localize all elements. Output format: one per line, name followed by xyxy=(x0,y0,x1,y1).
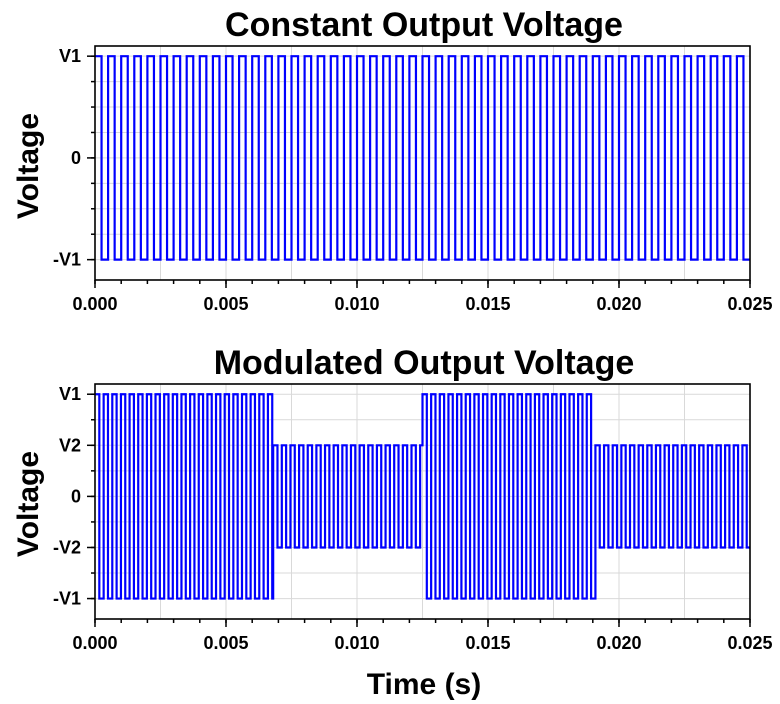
y-axis-label: Voltage xyxy=(12,113,45,219)
x-tick-label: 0.000 xyxy=(72,633,117,653)
x-axis-label: Time (s) xyxy=(367,668,481,701)
x-tick-label: 0.015 xyxy=(465,633,510,653)
y-tick-label: -V1 xyxy=(53,250,81,270)
x-tick-label: 0.025 xyxy=(727,633,772,653)
y-tick-label: V1 xyxy=(59,46,81,66)
x-tick-labels: 0.000 0.005 0.010 0.015 0.020 0.025 xyxy=(72,294,772,314)
x-tick-label: 0.010 xyxy=(334,633,379,653)
y-tick-label: -V1 xyxy=(53,589,81,609)
y-axis-label: Voltage xyxy=(12,451,45,557)
constant-voltage-panel: Constant Output Voltage Voltage V1 0 -V1 0… xyxy=(12,6,773,314)
x-tick-label: 0.020 xyxy=(596,633,641,653)
axis-ticks xyxy=(87,393,751,627)
x-tick-labels: 0.000 0.005 0.010 0.015 0.020 0.025 xyxy=(72,633,772,653)
voltage-series-line xyxy=(95,55,750,261)
y-tick-label: V1 xyxy=(59,384,81,404)
modulated-voltage-panel: Modulated Output Voltage Voltage Time (s… xyxy=(12,344,773,701)
waveform xyxy=(95,393,750,600)
x-tick-label: 0.010 xyxy=(334,294,379,314)
y-tick-label: V2 xyxy=(59,435,81,455)
voltage-series-line xyxy=(95,393,750,600)
y-tick-label: -V2 xyxy=(53,537,81,557)
x-tick-label: 0.005 xyxy=(203,633,248,653)
y-tick-label: 0 xyxy=(71,486,81,506)
x-tick-label: 0.000 xyxy=(72,294,117,314)
y-tick-label: 0 xyxy=(71,148,81,168)
y-tick-labels: V1 0 -V1 xyxy=(53,46,81,269)
y-tick-labels: V1 V2 0 -V2 -V1 xyxy=(53,384,81,608)
waveform xyxy=(95,55,750,261)
x-tick-label: 0.025 xyxy=(727,294,772,314)
x-tick-label: 0.005 xyxy=(203,294,248,314)
plot-frame xyxy=(94,45,751,281)
chart-title: Modulated Output Voltage xyxy=(214,344,635,382)
chart-title: Constant Output Voltage xyxy=(225,6,623,44)
x-tick-label: 0.020 xyxy=(596,294,641,314)
axis-ticks xyxy=(87,55,751,288)
plot-frame xyxy=(94,383,751,620)
x-tick-label: 0.015 xyxy=(465,294,510,314)
